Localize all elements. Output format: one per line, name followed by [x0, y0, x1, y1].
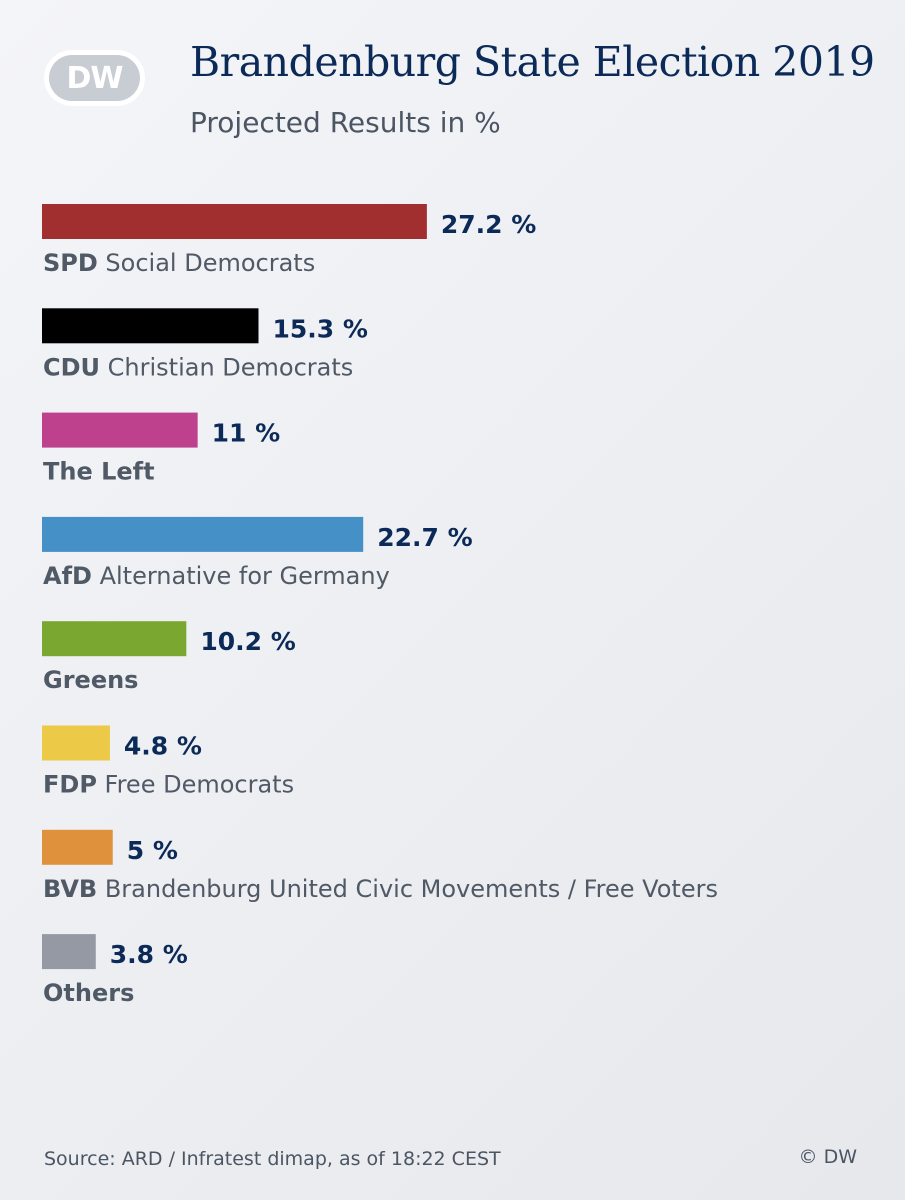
- category-abbr-cdu: CDU: [43, 353, 100, 381]
- value-label-afd: 22.7 %: [377, 523, 472, 552]
- category-label-fdp: FDP Free Democrats: [43, 771, 294, 799]
- bar-fdp: [42, 725, 110, 761]
- category-label-others: Others: [43, 979, 134, 1007]
- copyright-note: © DW: [798, 1146, 857, 1168]
- category-label-afd: AfD Alternative for Germany: [43, 562, 390, 590]
- value-label-bvb: 5 %: [127, 836, 178, 865]
- category-label-bvb: BVB Brandenburg United Civic Movements /…: [43, 875, 718, 903]
- dw-logo: DW: [44, 50, 145, 106]
- source-note: Source: ARD / Infratest dimap, as of 18:…: [44, 1148, 501, 1170]
- category-name-greens: Greens: [43, 666, 138, 694]
- dw-logo-text: DW: [67, 61, 124, 96]
- value-label-fdp: 4.8 %: [124, 732, 202, 761]
- value-label-others: 3.8 %: [110, 940, 188, 969]
- bar-chart: 27.2 % SPD Social Democrats 15.3 % CDU Chri…: [42, 204, 718, 1007]
- category-label-cdu: CDU Christian Democrats: [43, 353, 353, 381]
- bar-bvb: [42, 829, 113, 865]
- category-abbr-bvb: BVB: [43, 875, 97, 903]
- bar-the-left: [42, 412, 198, 448]
- category-abbr-spd: SPD: [43, 249, 98, 277]
- category-name-the-left: The Left: [43, 458, 155, 486]
- bar-cdu: [42, 308, 259, 344]
- category-name-fdp: Free Democrats: [97, 771, 294, 799]
- value-label-the-left: 11 %: [212, 419, 281, 448]
- bar-spd: [42, 204, 427, 239]
- category-label-greens: Greens: [43, 666, 138, 694]
- category-abbr-afd: AfD: [43, 562, 92, 590]
- category-name-bvb: Brandenburg United Civic Movements / Fre…: [97, 875, 718, 903]
- category-name-others: Others: [43, 979, 134, 1007]
- value-label-spd: 27.2 %: [441, 210, 536, 239]
- chart-subtitle: Projected Results in %: [190, 106, 501, 139]
- category-label-spd: SPD Social Democrats: [43, 249, 315, 277]
- category-label-the-left: The Left: [43, 458, 155, 486]
- chart-title: Brandenburg State Election 2019: [190, 38, 875, 86]
- category-name-afd: Alternative for Germany: [92, 562, 390, 590]
- value-label-cdu: 15.3 %: [272, 314, 367, 343]
- bar-greens: [42, 621, 187, 657]
- bar-afd: [42, 516, 364, 552]
- category-name-cdu: Christian Democrats: [100, 353, 353, 381]
- category-abbr-fdp: FDP: [43, 771, 97, 799]
- category-name-spd: Social Democrats: [98, 249, 315, 277]
- value-label-greens: 10.2 %: [200, 627, 295, 656]
- bar-others: [42, 934, 96, 970]
